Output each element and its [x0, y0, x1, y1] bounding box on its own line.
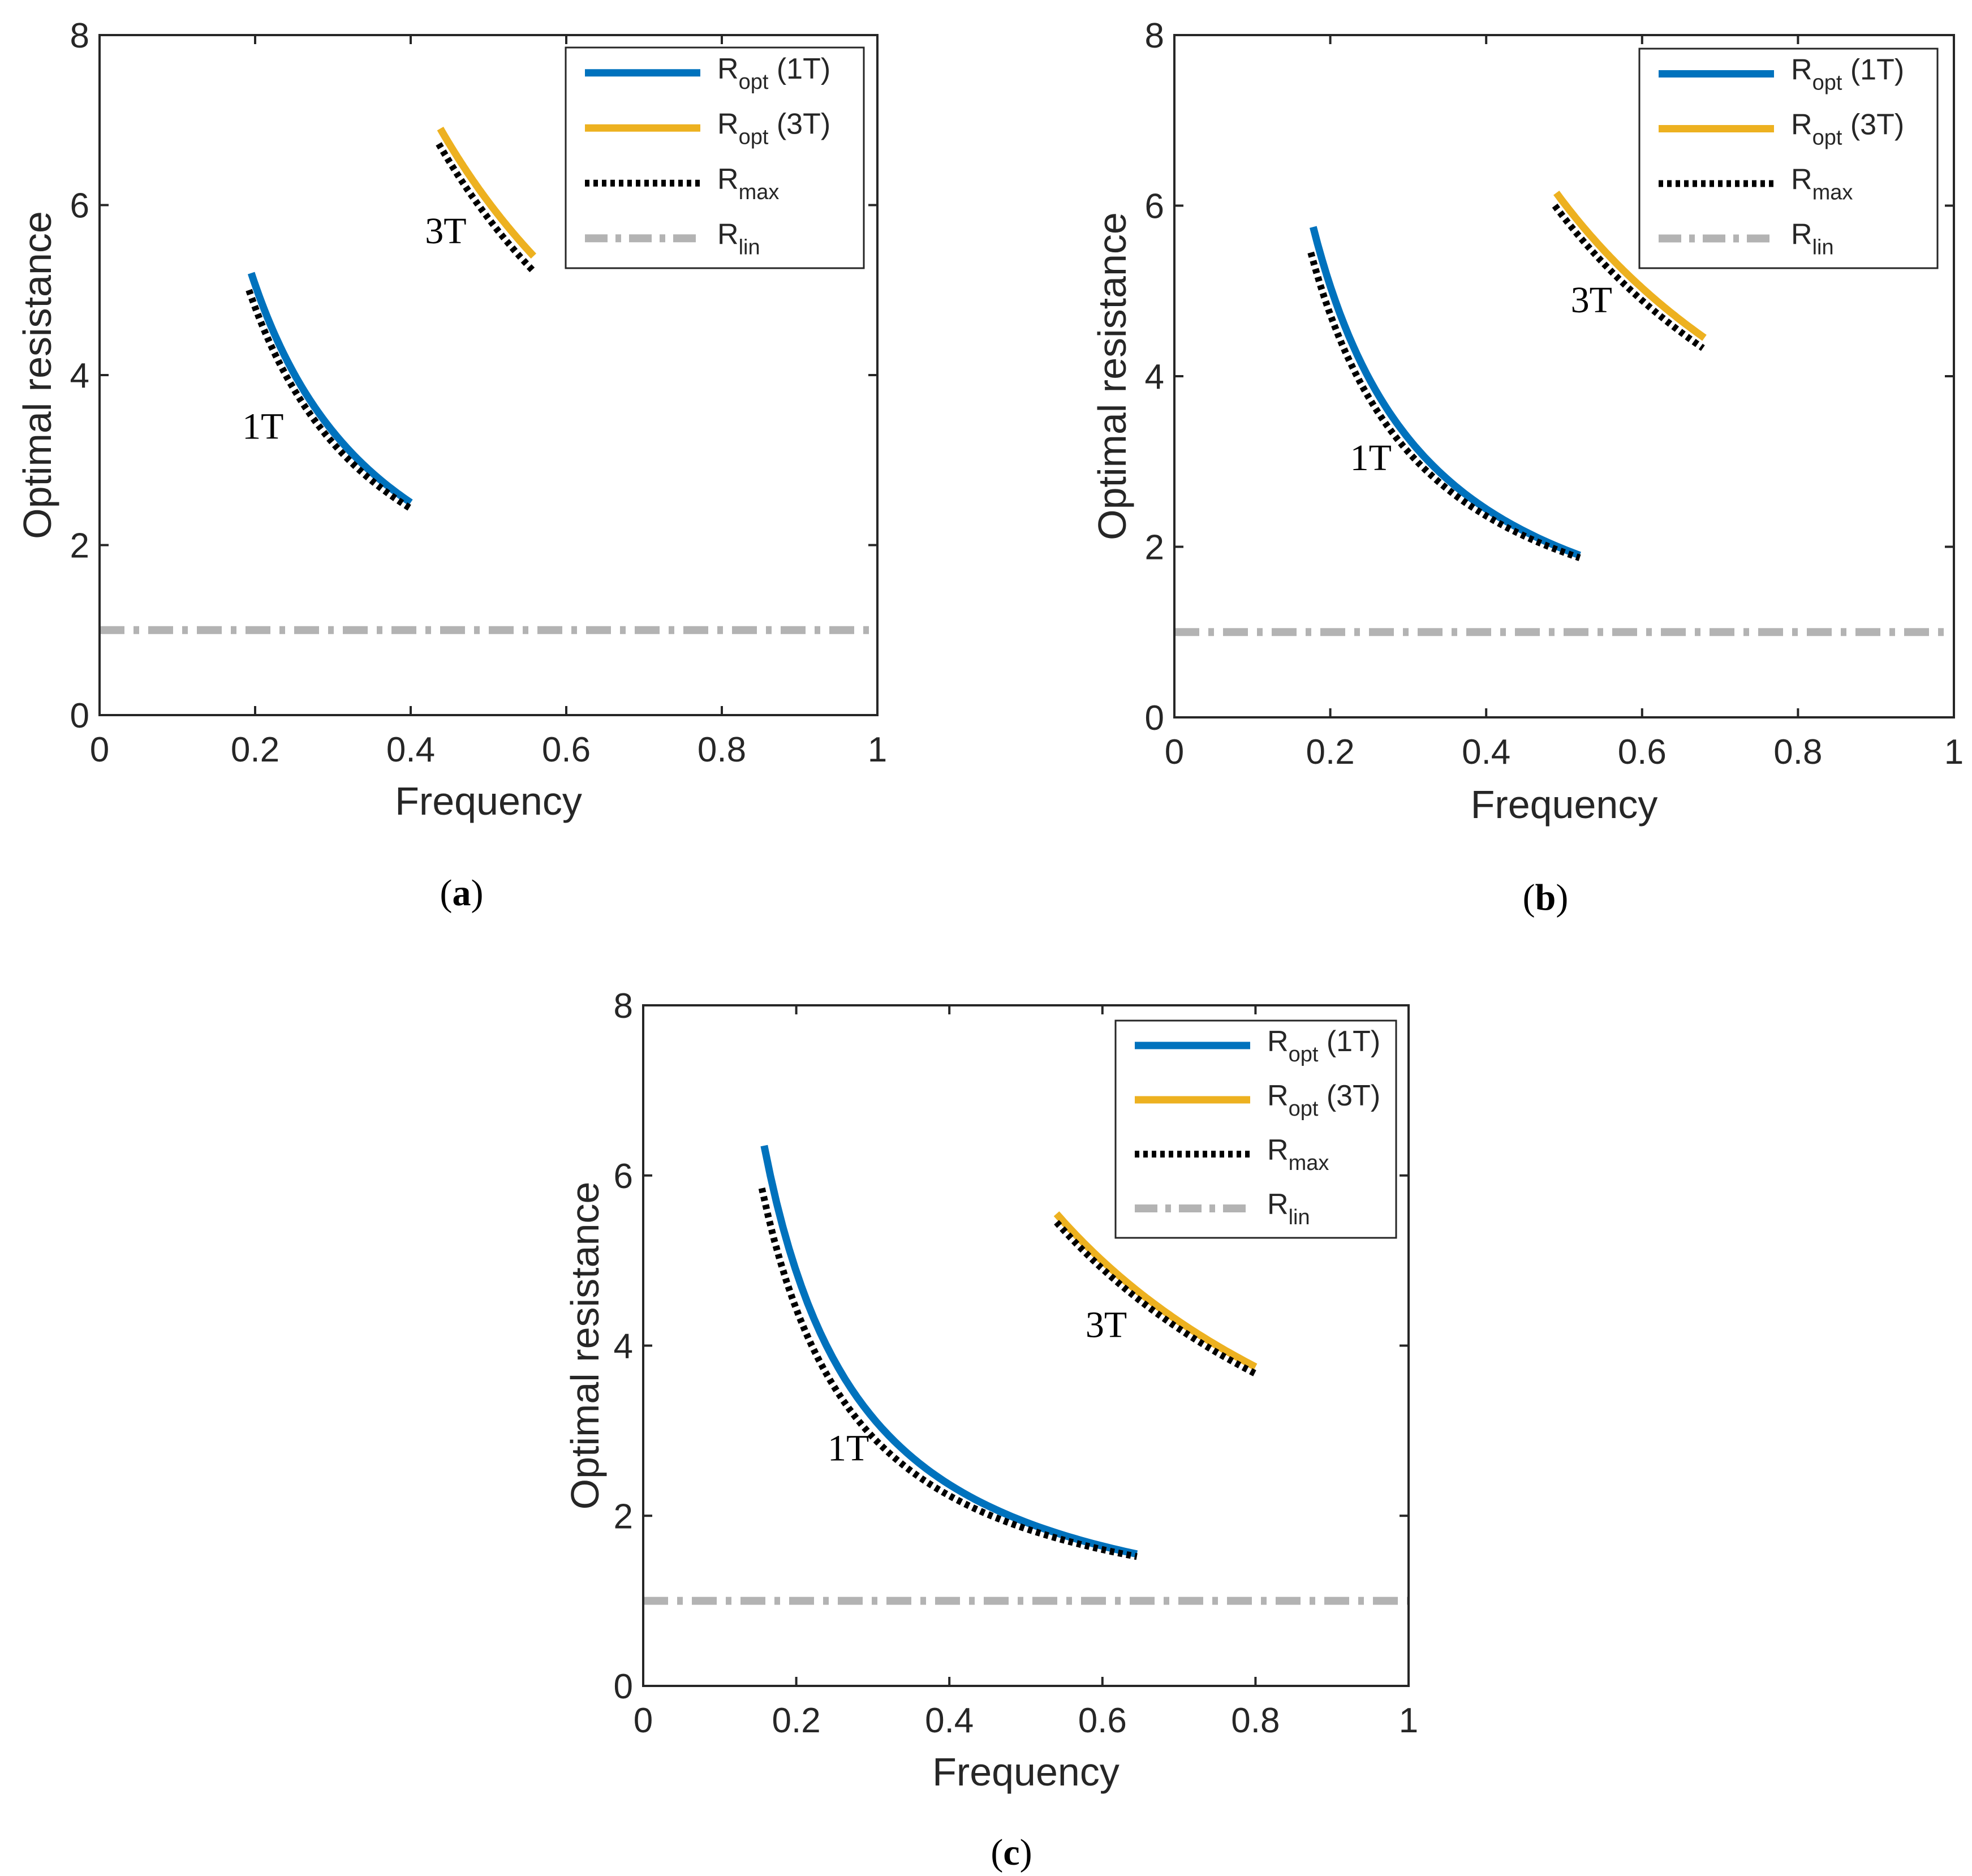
y-axis-label: Optimal resistance [563, 1182, 607, 1510]
panel-a: 0 0.2 0.4 0.6 0.8 1 0 2 4 6 8 Frequency Optimal resi… [15, 16, 887, 914]
y-tick-label: 0 [1145, 699, 1164, 738]
y-tick-label: 2 [70, 527, 89, 566]
series-line-rmax-3t [1552, 203, 1705, 351]
x-tick-label: 0 [634, 1701, 653, 1740]
annotation-3t: 3T [425, 210, 466, 252]
x-tick-label: 0.8 [1773, 733, 1822, 772]
x-tick-label: 1 [868, 730, 887, 769]
annotation-1t: 1T [242, 406, 283, 448]
y-tick-label: 0 [70, 696, 89, 735]
series-line-rmax-1t [246, 289, 413, 511]
series-line-rmax-3t [436, 142, 536, 274]
legend-box [1638, 48, 1939, 269]
y-tick-label: 8 [614, 987, 633, 1026]
x-tick-label: 0.2 [231, 730, 279, 769]
legend-box [1114, 1019, 1397, 1239]
panel-c: 0 0.2 0.4 0.6 0.8 1 0 2 4 6 8 Frequency Optimal resi… [563, 987, 1418, 1873]
legend-label-ropt-3t: Ropt (3T) [1791, 109, 1904, 150]
series-line-ropt-3t [1053, 1211, 1258, 1370]
y-axis-label: Optimal resistance [1090, 212, 1134, 540]
y-tick-label: 6 [614, 1157, 633, 1196]
legend-label-rmax: Rmax [1791, 163, 1853, 205]
series-line-ropt-1t [760, 1144, 1138, 1558]
x-tick-label: 0 [1165, 733, 1184, 772]
x-tick-label: 0.8 [697, 730, 746, 769]
legend-label-rlin: Rlin [1791, 218, 1834, 260]
y-tick-label: 4 [614, 1327, 633, 1366]
y-tick-label: 4 [1145, 358, 1164, 397]
y-tick-label: 8 [70, 16, 89, 55]
x-tick-label: 1 [1944, 733, 1964, 772]
series-line-ropt-3t [437, 127, 536, 259]
panel-label: (a) [440, 872, 484, 914]
x-tick-label: 0 [90, 730, 109, 769]
y-tick-label: 6 [1145, 187, 1164, 226]
x-tick-label: 0.2 [772, 1701, 820, 1740]
annotation-1t: 1T [1350, 437, 1392, 479]
x-axis-label: Frequency [932, 1750, 1120, 1794]
legend-label-ropt-3t: Ropt (3T) [1267, 1079, 1380, 1121]
x-tick-label: 0.2 [1306, 733, 1354, 772]
x-tick-label: 0.6 [1078, 1701, 1127, 1740]
annotation-3t: 3T [1571, 279, 1612, 321]
legend-label-ropt-1t: Ropt (1T) [717, 53, 830, 94]
x-tick-label: 0.6 [1618, 733, 1667, 772]
y-tick-label: 6 [70, 187, 89, 226]
y-tick-label: 8 [1145, 16, 1164, 55]
y-tick-label: 4 [70, 356, 89, 395]
legend-label-ropt-1t: Ropt (1T) [1791, 54, 1904, 95]
panel-b: 0 0.2 0.4 0.6 0.8 1 0 2 4 6 8 Frequency Optimal resi… [1090, 16, 1964, 918]
series-line-rmax-3t [1054, 1220, 1258, 1377]
y-tick-label: 2 [614, 1497, 633, 1536]
x-tick-label: 0.6 [542, 730, 591, 769]
panel-label: (b) [1523, 877, 1569, 918]
legend-label-rlin: Rlin [717, 218, 760, 259]
x-tick-label: 1 [1399, 1701, 1418, 1740]
series-line-ropt-3t [1553, 191, 1707, 341]
annotation-1t: 1T [828, 1428, 869, 1469]
y-tick-label: 2 [1145, 528, 1164, 567]
legend-label-rmax: Rmax [1267, 1134, 1329, 1175]
panel-label: (c) [991, 1832, 1032, 1873]
series-line-ropt-1t [1310, 226, 1581, 559]
annotation-3t: 3T [1086, 1304, 1127, 1345]
x-tick-label: 0.4 [925, 1701, 974, 1740]
legend-label-rlin: Rlin [1267, 1188, 1310, 1229]
series-line-ropt-1t [247, 272, 413, 506]
legend-label-ropt-1t: Ropt (1T) [1267, 1025, 1380, 1066]
y-tick-label: 0 [614, 1667, 633, 1706]
legend: Ropt (1T) Ropt (3T) Rmax Rlin [565, 46, 865, 269]
x-tick-label: 0.4 [386, 730, 435, 769]
x-tick-label: 0.8 [1231, 1701, 1280, 1740]
legend-box [565, 46, 865, 269]
legend: Ropt (1T) Ropt (3T) Rmax Rlin [1114, 1019, 1397, 1239]
x-tick-label: 0.4 [1462, 733, 1510, 772]
x-axis-label: Frequency [395, 779, 582, 823]
legend-label-ropt-3t: Ropt (3T) [717, 107, 830, 149]
y-axis-label: Optimal resistance [15, 211, 59, 539]
legend: Ropt (1T) Ropt (3T) Rmax Rlin [1638, 48, 1939, 269]
series-line-rmax-1t [1307, 251, 1581, 561]
x-axis-label: Frequency [1471, 782, 1658, 827]
legend-label-rmax: Rmax [717, 163, 779, 204]
